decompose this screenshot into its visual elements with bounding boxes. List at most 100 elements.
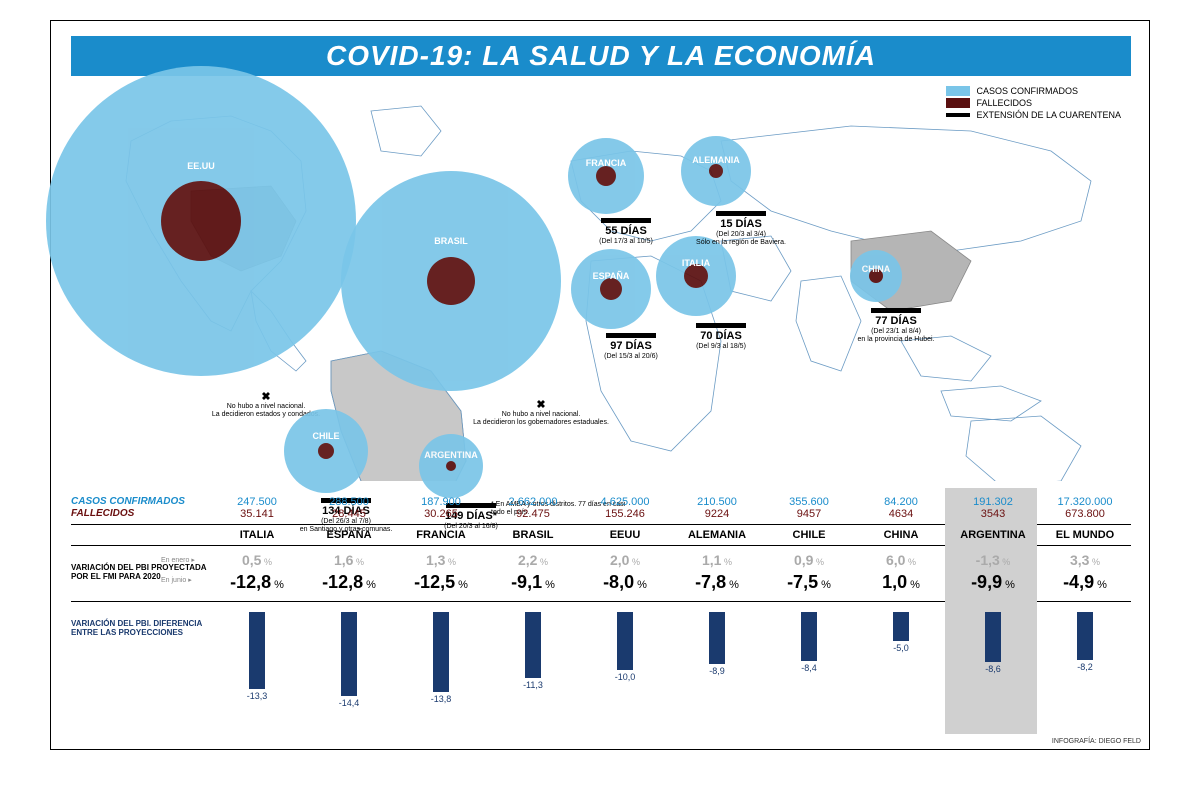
cc-ARGENTINA: 191.302 bbox=[947, 496, 1039, 508]
diff-bar bbox=[341, 612, 357, 696]
bubble-label: BRASIL bbox=[341, 236, 561, 246]
bubble-label: CHILE bbox=[284, 431, 368, 441]
fc-CHILE: 9457 bbox=[763, 508, 855, 520]
credit: INFOGRAFÍA: DIEGO FELD bbox=[1052, 738, 1141, 745]
jun-ITALIA: -12,8 % bbox=[211, 572, 303, 593]
cc-CHINA: 84.200 bbox=[855, 496, 947, 508]
colname-ALEMANIA: ALEMANIA bbox=[671, 529, 763, 541]
diff-value: -13,3 bbox=[211, 691, 303, 701]
diff-bar bbox=[801, 612, 817, 661]
jan-ALEMANIA: 1,1 % bbox=[671, 552, 763, 570]
country-names-row: ITALIAESPAÑAFRANCIABRASILEEUUALEMANIACHI… bbox=[71, 529, 1131, 541]
diff-value: -8,9 bbox=[671, 666, 763, 676]
cc-ALEMANIA: 210.500 bbox=[671, 496, 763, 508]
bubble-españa: ESPAÑA bbox=[571, 249, 651, 329]
map-area: CASOS CONFIRMADOS FALLECIDOS EXTENSIÓN D… bbox=[71, 81, 1131, 481]
diffbar-ARGENTINA: -8,6 bbox=[947, 612, 1039, 702]
diffbar-CHILE: -8,4 bbox=[763, 612, 855, 702]
bubble-inner bbox=[446, 461, 456, 471]
quarantine-bar bbox=[696, 323, 746, 328]
fc-FRANCIA: 30.265 bbox=[395, 508, 487, 520]
jun-EEUU: -8,0 % bbox=[579, 572, 671, 593]
confirmed-row: CASOS CONFIRMADOS 247.500288.500187.9002… bbox=[71, 496, 1131, 508]
bubble-inner bbox=[427, 257, 475, 305]
colname-CHILE: CHILE bbox=[763, 529, 855, 541]
jan-ARGENTINA: -1,3 % bbox=[947, 552, 1039, 570]
colname-ITALIA: ITALIA bbox=[211, 529, 303, 541]
diff-value: -8,2 bbox=[1039, 662, 1131, 672]
diffbar-EL MUNDO: -8,2 bbox=[1039, 612, 1131, 702]
date-range: (Del 9/3 al 18/5) bbox=[671, 343, 771, 351]
bubble-alemania: ALEMANIA bbox=[681, 136, 751, 206]
bubble-eeuu: EE.UU bbox=[46, 66, 356, 376]
colname-BRASIL: BRASIL bbox=[487, 529, 579, 541]
jan-ESPAÑA: 1,6 % bbox=[303, 552, 395, 570]
fc-ITALIA: 35.141 bbox=[211, 508, 303, 520]
bubble-inner bbox=[600, 278, 622, 300]
diff-bar bbox=[249, 612, 265, 689]
diff-value: -13,8 bbox=[395, 694, 487, 704]
diff-bar bbox=[433, 612, 449, 692]
bubble-francia: FRANCIA bbox=[568, 138, 644, 214]
colname-ARGENTINA: ARGENTINA bbox=[947, 529, 1039, 541]
bubble-inner bbox=[161, 181, 241, 261]
bubble-brasil: BRASIL bbox=[341, 171, 561, 391]
bubble-label: ESPAÑA bbox=[571, 271, 651, 281]
legend-deaths: FALLECIDOS bbox=[946, 98, 1121, 108]
caption-italia: 70 DÍAS(Del 9/3 al 18/5) bbox=[671, 321, 771, 351]
legend-confirmed-label: CASOS CONFIRMADOS bbox=[976, 86, 1078, 96]
jan-CHILE: 0,9 % bbox=[763, 552, 855, 570]
diff-value: -8,6 bbox=[947, 664, 1039, 674]
bubble-label: ALEMANIA bbox=[681, 155, 751, 165]
quarantine-bar bbox=[871, 308, 921, 313]
bubble-argentina: ARGENTINA bbox=[419, 434, 483, 498]
jan-sublabel: En enero ▸ bbox=[161, 556, 195, 564]
bubble-label: ARGENTINA bbox=[419, 450, 483, 460]
diff-value: -5,0 bbox=[855, 643, 947, 653]
diffbar-EEUU: -10,0 bbox=[579, 612, 671, 702]
date-range: (Del 15/3 al 20/6) bbox=[581, 353, 681, 361]
caption-note: en la provincia de Hubei. bbox=[846, 336, 946, 344]
fc-ESPAÑA: 28.445 bbox=[303, 508, 395, 520]
diff-bar bbox=[893, 612, 909, 641]
x-mark-icon: ✖ bbox=[191, 391, 341, 403]
days-label: 70 DÍAS bbox=[671, 330, 771, 343]
legend-quarantine: EXTENSIÓN DE LA CUARENTENA bbox=[946, 110, 1121, 120]
diff-value: -11,3 bbox=[487, 680, 579, 690]
quarantine-bar bbox=[606, 333, 656, 338]
bubble-label: CHINA bbox=[850, 264, 902, 274]
diff-bar bbox=[525, 612, 541, 678]
days-label: 55 DÍAS bbox=[576, 225, 676, 238]
date-range: (Del 17/3 al 10/5) bbox=[576, 238, 676, 246]
cc-EL MUNDO: 17.320.000 bbox=[1039, 496, 1131, 508]
legend-confirmed: CASOS CONFIRMADOS bbox=[946, 86, 1121, 96]
jun-FRANCIA: -12,5 % bbox=[395, 572, 487, 593]
note-brasil: ✖No hubo a nivel nacional.La decidieron … bbox=[466, 399, 616, 426]
diffbar-CHINA: -5,0 bbox=[855, 612, 947, 702]
bars-section: VARIACIÓN DEL PBI. DIFERENCIA ENTRE LAS … bbox=[71, 612, 1131, 702]
colname-EEUU: EEUU bbox=[579, 529, 671, 541]
legend-quarantine-label: EXTENSIÓN DE LA CUARENTENA bbox=[976, 110, 1121, 120]
legend-swatch-confirmed bbox=[946, 86, 970, 96]
fc-EL MUNDO: 673.800 bbox=[1039, 508, 1131, 520]
diffbar-ITALIA: -13,3 bbox=[211, 612, 303, 702]
days-label: 15 DÍAS bbox=[691, 218, 791, 231]
colname-FRANCIA: FRANCIA bbox=[395, 529, 487, 541]
bubble-label: FRANCIA bbox=[568, 158, 644, 168]
jun-EL MUNDO: -4,9 % bbox=[1039, 572, 1131, 593]
bubble-label: ITALIA bbox=[656, 258, 736, 268]
legend: CASOS CONFIRMADOS FALLECIDOS EXTENSIÓN D… bbox=[946, 86, 1121, 122]
days-label: 77 DÍAS bbox=[846, 315, 946, 328]
diff-bar bbox=[1077, 612, 1093, 660]
caption-alemania: 15 DÍAS(Del 20/3 al 3/4)Sólo en la regió… bbox=[691, 209, 791, 247]
pbi-section: VARIACIÓN DEL PBI PROYECTADA POR EL FMI … bbox=[71, 552, 1131, 593]
jan-BRASIL: 2,2 % bbox=[487, 552, 579, 570]
colname-EL MUNDO: EL MUNDO bbox=[1039, 529, 1131, 541]
diff-bar bbox=[617, 612, 633, 670]
jan-EEUU: 2,0 % bbox=[579, 552, 671, 570]
bubble-inner bbox=[318, 443, 334, 459]
fc-EEUU: 155.246 bbox=[579, 508, 671, 520]
jan-FRANCIA: 1,3 % bbox=[395, 552, 487, 570]
quarantine-bar bbox=[716, 211, 766, 216]
fc-BRASIL: 92.475 bbox=[487, 508, 579, 520]
